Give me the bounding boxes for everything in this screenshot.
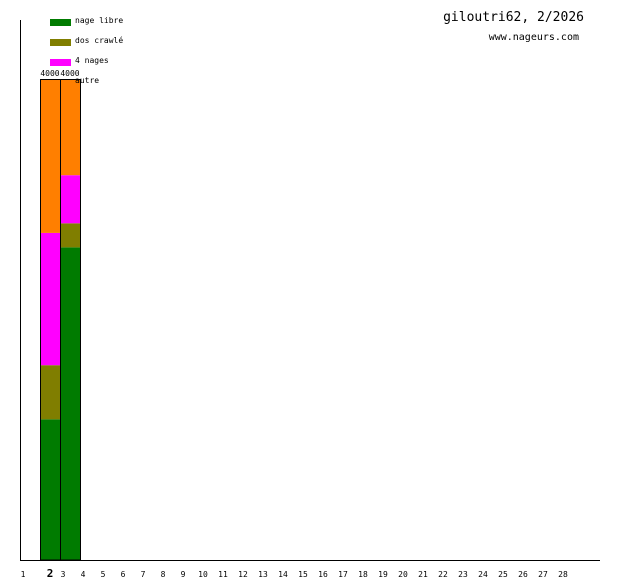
x-tick-label: 22 — [438, 570, 448, 579]
legend-label: dos crawlé — [75, 36, 124, 45]
bar-segment — [60, 79, 80, 176]
x-tick-label: 24 — [478, 570, 488, 579]
legend-label: 4 nages — [75, 56, 109, 65]
x-tick-label: 19 — [378, 570, 388, 579]
legend-swatch — [50, 59, 71, 66]
x-tick-label: 10 — [198, 570, 208, 579]
x-tick-label: 2 — [47, 567, 54, 580]
x-tick-label: 23 — [458, 570, 468, 579]
x-tick-label: 28 — [558, 570, 568, 579]
x-tick-label: 21 — [418, 570, 428, 579]
x-tick-label: 7 — [141, 570, 146, 579]
legend-label: nage libre — [75, 16, 124, 25]
bar-segment — [40, 365, 60, 420]
x-tick-label: 13 — [258, 570, 268, 579]
legend-swatch — [50, 19, 71, 26]
bar-segment — [60, 175, 80, 224]
bar-segment — [40, 79, 60, 233]
x-tick-label: 12 — [238, 570, 248, 579]
site-url: www.nageurs.com — [488, 32, 579, 43]
x-tick-label: 3 — [61, 570, 66, 579]
x-tick-label: 20 — [398, 570, 408, 579]
x-tick-label: 14 — [278, 570, 288, 579]
x-tick-label: 25 — [498, 570, 508, 579]
legend-swatch — [50, 39, 71, 46]
bar-segment — [60, 223, 80, 248]
legend-label: autre — [75, 76, 100, 85]
x-tick-label: 9 — [181, 570, 186, 579]
chart-title: giloutri62, 2/2026 — [443, 10, 584, 25]
x-tick-label: 6 — [121, 570, 126, 579]
bar-segment — [60, 247, 80, 560]
x-tick-label: 15 — [298, 570, 308, 579]
x-tick-label: 8 — [161, 570, 166, 579]
x-tick-label: 17 — [338, 570, 348, 579]
x-tick-label: 26 — [518, 570, 528, 579]
x-tick-label: 16 — [318, 570, 328, 579]
x-tick-label: 4 — [81, 570, 86, 579]
x-tick-label: 1 — [21, 570, 26, 579]
bar-segment — [40, 419, 60, 560]
x-tick-label: 27 — [538, 570, 548, 579]
bar-total-label: 4000 — [40, 69, 59, 78]
x-tick-label: 11 — [218, 570, 228, 579]
bar-total-label: 4000 — [60, 69, 79, 78]
x-tick-label: 18 — [358, 570, 368, 579]
x-tick-label: 5 — [101, 570, 106, 579]
bar-segment — [40, 232, 60, 366]
